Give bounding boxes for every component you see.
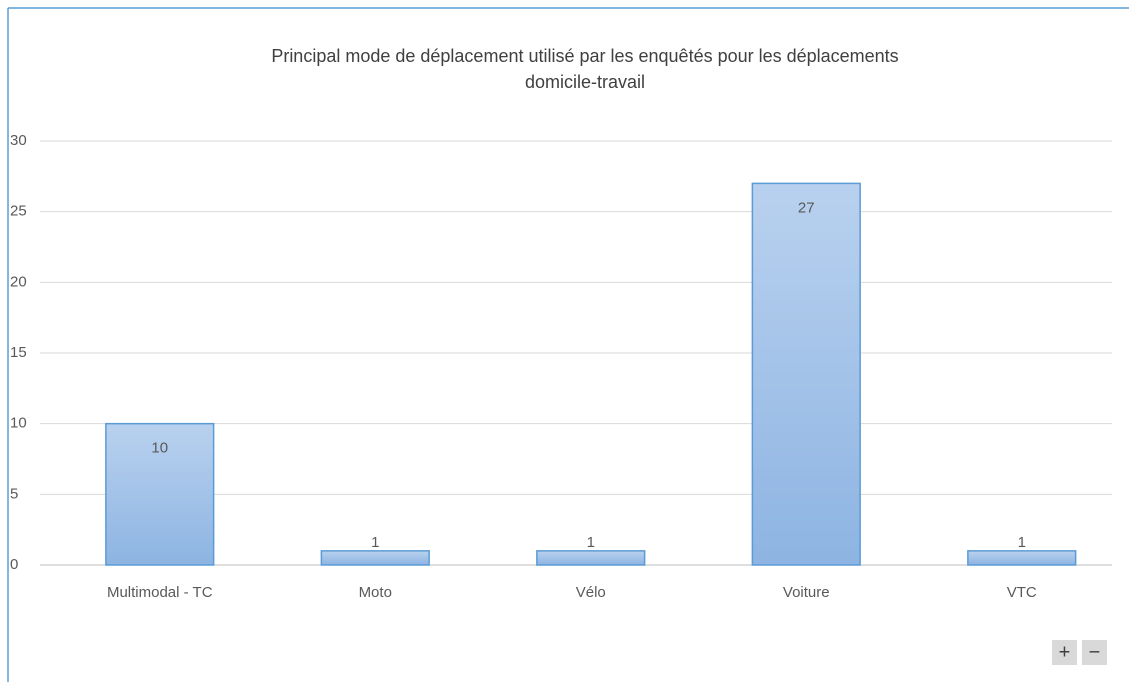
x-tick-label: Moto (359, 584, 392, 601)
bar (536, 550, 646, 566)
y-tick-label: 20 (10, 273, 27, 290)
data-label: 10 (151, 440, 168, 457)
data-label: 1 (1018, 534, 1026, 551)
bar (105, 422, 215, 566)
chart-title: Principal mode de déplacement utilisé pa… (271, 46, 898, 66)
data-label: 27 (798, 199, 815, 216)
data-label: 1 (587, 534, 595, 551)
bar (320, 550, 430, 566)
y-tick-label: 30 (10, 132, 27, 149)
zoom-out-label[interactable]: − (1089, 641, 1101, 663)
y-tick-label: 0 (10, 556, 18, 573)
zoom-in-button[interactable] (1052, 640, 1077, 665)
bar (967, 550, 1077, 566)
zoom-in[interactable]: + (1052, 640, 1077, 665)
zoom-out-button[interactable] (1082, 640, 1107, 665)
x-tick-label: VTC (1007, 584, 1037, 601)
data-label: 1 (371, 534, 379, 551)
y-tick-label: 5 (10, 485, 18, 502)
y-tick-label: 25 (10, 203, 27, 220)
zoom-in-label[interactable]: + (1059, 641, 1071, 663)
chart-title: domicile-travail (525, 72, 645, 92)
bar (751, 182, 861, 566)
y-tick-label: 10 (10, 415, 27, 432)
x-tick-label: Vélo (576, 584, 606, 601)
x-tick-label: Voiture (783, 584, 830, 601)
zoom-out[interactable]: − (1082, 640, 1107, 665)
y-tick-label: 15 (10, 344, 27, 361)
x-tick-label: Multimodal - TC (107, 584, 213, 601)
